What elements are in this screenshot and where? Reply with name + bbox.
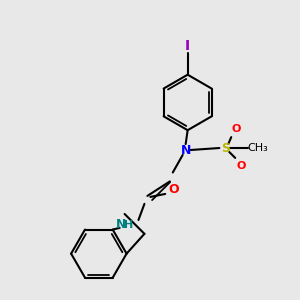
Text: O: O bbox=[232, 124, 241, 134]
Text: N: N bbox=[116, 218, 126, 231]
Text: S: S bbox=[221, 142, 230, 154]
Text: CH₃: CH₃ bbox=[248, 143, 268, 153]
Text: H: H bbox=[124, 220, 133, 230]
Text: O: O bbox=[169, 184, 179, 196]
Text: O: O bbox=[236, 161, 246, 171]
Text: I: I bbox=[185, 39, 190, 53]
Text: N: N bbox=[181, 143, 191, 157]
